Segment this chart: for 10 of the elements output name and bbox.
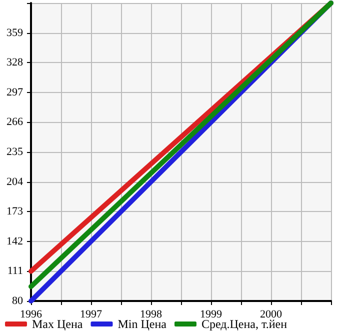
y-tick-label: 80 (12, 295, 24, 307)
y-tick-label: 111 (7, 265, 23, 278)
y-tick-label: 142 (6, 235, 23, 248)
y-tick-label: 359 (6, 26, 24, 39)
y-tick-label: 328 (6, 56, 24, 69)
y-tick-label: 173 (6, 206, 24, 218)
y-tick-label: 235 (6, 146, 24, 158)
y-tick-label: 204 (6, 176, 24, 188)
y-tick-label: 266 (6, 116, 24, 128)
y-tick-label: 297 (6, 86, 24, 98)
